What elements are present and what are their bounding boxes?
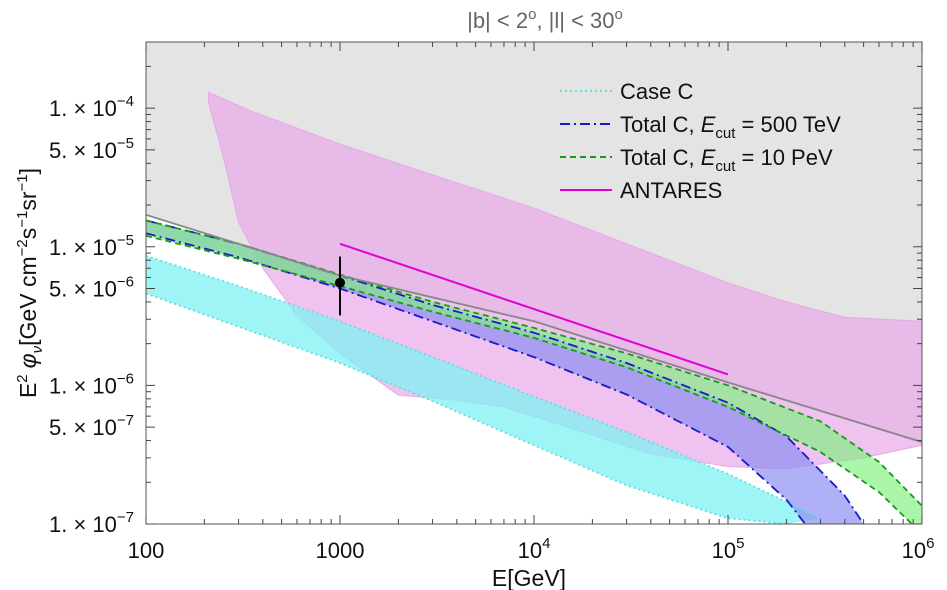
ylabel-m1b: −1: [14, 174, 31, 191]
case-c-band-fill: [146, 255, 821, 524]
legend-total-10-post: = 10 PeV: [735, 145, 833, 170]
antares-line: [339, 242, 729, 376]
y-tick-mantissa: 1. × 10: [49, 235, 117, 260]
case-c-lower-line: [146, 292, 787, 524]
x-tick-exponent: 6: [926, 535, 934, 552]
legend-label-case-c: Case C: [620, 79, 693, 104]
legend: Case C Total C, Ecut = 500 TeV Total C, …: [560, 79, 841, 203]
x-tick-exponent: 4: [542, 535, 550, 552]
title-b: |b| < 2: [467, 8, 528, 33]
ylabel-e: E: [15, 383, 41, 398]
y-tick-label: 5. × 10−6: [49, 273, 134, 301]
ylabel-unit: [GeV cm: [15, 256, 41, 345]
y-tick-mantissa: 1. × 10: [49, 512, 117, 537]
ylabel-phi: φ: [15, 353, 41, 368]
title-l: , |l| < 30: [536, 8, 614, 33]
x-tick-exponent: 5: [736, 535, 744, 552]
total-10-upper-line: [146, 219, 922, 507]
legend-total-500-pre: Total C,: [620, 112, 701, 137]
x-tick-label: 1000: [316, 538, 365, 563]
y-tick-mantissa: 5. × 10: [49, 276, 117, 301]
title-b-degree: o: [528, 6, 536, 23]
legend-label-antares: ANTARES: [620, 178, 722, 203]
case-c-upper-line: [146, 254, 821, 520]
y-tick-mantissa: 5. × 10: [49, 415, 117, 440]
y-tick-exponent: −5: [117, 232, 134, 249]
x-tick-label: 100: [128, 538, 165, 563]
x-tick-label: 106: [902, 535, 935, 563]
total-10-band-fill: [146, 220, 922, 524]
legend-label-total-500: Total C, Ecut = 500 TeV: [620, 112, 841, 142]
ylabel-m1a: −1: [14, 211, 31, 228]
x-tick-base: 10: [518, 538, 542, 563]
y-tick-mantissa: 1. × 10: [49, 96, 117, 121]
ylabel-sr: sr: [15, 191, 41, 211]
y-tick-mantissa: 5. × 10: [49, 138, 117, 163]
y-tick-exponent: −6: [117, 370, 134, 387]
y-tick-label: 5. × 10−7: [49, 412, 134, 440]
x-tick-label: 104: [518, 535, 551, 563]
legend-total-500-e: E: [701, 112, 716, 137]
chart-title: |b| < 2o, |l| < 30o: [467, 6, 623, 33]
total-10-lower-line: [146, 234, 914, 524]
bands-layer: [146, 42, 922, 524]
legend-total-10-sub: cut: [715, 158, 736, 175]
x-tick-label: 105: [712, 535, 745, 563]
data-point: [335, 277, 345, 288]
x-tick-base: 10: [712, 538, 736, 563]
y-tick-exponent: −6: [117, 273, 134, 290]
y-tick-label: 1. × 10−4: [49, 93, 134, 121]
ylabel-two: 2: [14, 374, 31, 382]
legend-total-10-pre: Total C,: [620, 145, 701, 170]
excluded-region-boundary: [146, 213, 922, 443]
x-tick-base: 10: [902, 538, 926, 563]
legend-label-total-10: Total C, Ecut = 10 PeV: [620, 145, 833, 175]
y-tick-exponent: −5: [117, 135, 134, 152]
total-500-lower-line: [146, 232, 806, 524]
y-tick-exponent: −7: [117, 412, 134, 429]
ylabel-nu: ν: [29, 345, 46, 353]
y-tick-exponent: −7: [117, 509, 134, 526]
x-axis-title: E[GeV]: [492, 565, 566, 590]
y-tick-label: 1. × 10−5: [49, 232, 134, 260]
y-tick-exponent: −4: [117, 93, 134, 110]
legend-total-10-e: E: [701, 145, 716, 170]
ylabel-s: s: [15, 228, 41, 240]
title-l-degree: o: [615, 6, 623, 23]
y-tick-label: 1. × 10−6: [49, 370, 134, 398]
legend-total-500-sub: cut: [715, 125, 736, 142]
y-tick-label: 1. × 10−7: [49, 509, 134, 537]
y-tick-label: 5. × 10−5: [49, 135, 134, 163]
legend-total-500-post: = 500 TeV: [735, 112, 841, 137]
lines-layer: [146, 213, 922, 524]
y-axis-title: E2φν[GeV cm−2s−1sr−1]: [14, 168, 46, 398]
ylabel-close: ]: [15, 168, 41, 174]
ylabel-m2: −2: [14, 239, 31, 256]
y-tick-mantissa: 1. × 10: [49, 373, 117, 398]
